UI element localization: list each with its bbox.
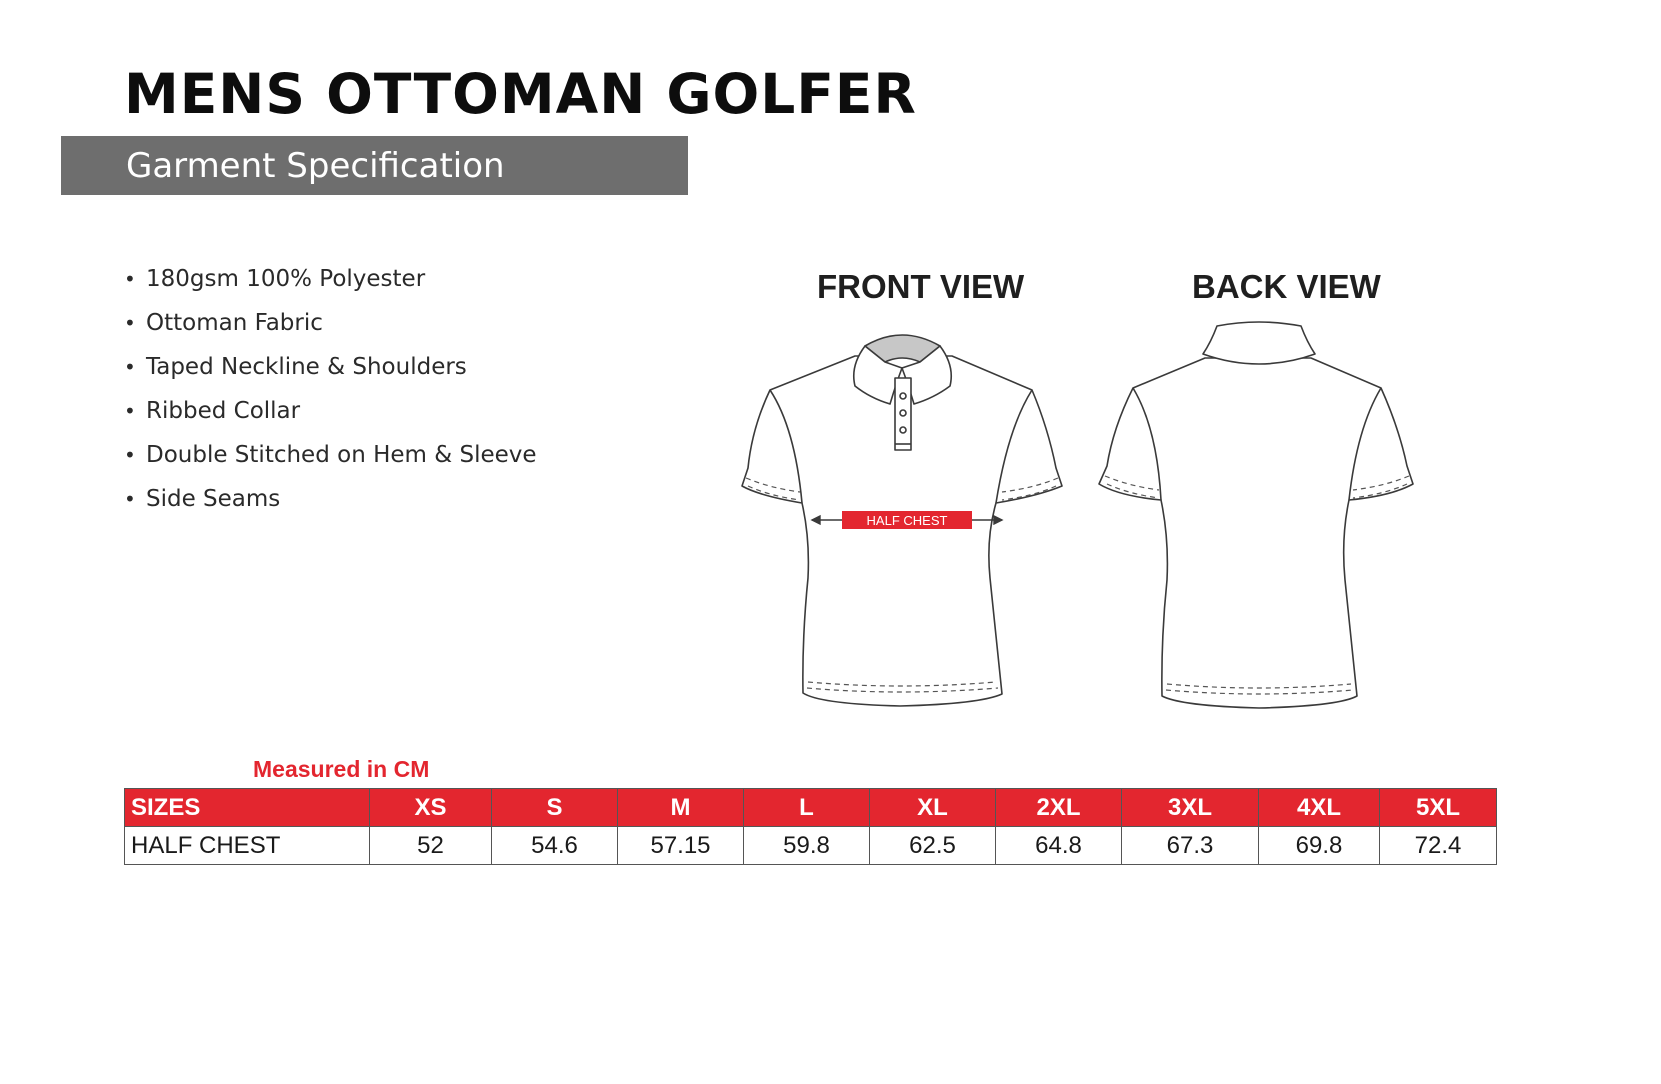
front-view-label: FRONT VIEW: [817, 268, 1025, 305]
feature-item: Double Stitched on Hem & Sleeve: [124, 439, 537, 483]
size-header-cell: M: [617, 788, 744, 827]
arrow-right-icon: [993, 514, 1004, 526]
feature-list: 180gsm 100% Polyester Ottoman Fabric Tap…: [124, 263, 537, 527]
shirt-body-outline: [1098, 357, 1414, 709]
measurement-cell: 62.5: [869, 826, 996, 865]
feature-item: 180gsm 100% Polyester: [124, 263, 537, 307]
measurement-cell: 72.4: [1379, 826, 1497, 865]
size-header-cell: XS: [369, 788, 492, 827]
half-chest-tag: [842, 511, 972, 529]
subtitle-bar: Garment Specification: [61, 136, 688, 195]
size-header-cell: XL: [869, 788, 996, 827]
page-title: MENS OTTOMAN GOLFER: [124, 62, 917, 126]
feature-item: Ottoman Fabric: [124, 307, 537, 351]
sizes-header-label: SIZES: [124, 788, 370, 827]
size-header-cell: 4XL: [1258, 788, 1380, 827]
arrow-left-icon: [810, 514, 821, 526]
back-view-label: BACK VIEW: [1192, 268, 1381, 305]
shirt-body-outline: [741, 355, 1063, 707]
size-header-row: SIZES XS S M L XL 2XL 3XL 4XL 5XL: [124, 788, 1497, 827]
size-header-cell: L: [743, 788, 870, 827]
measurement-cell: 57.15: [617, 826, 744, 865]
size-header-cell: 3XL: [1121, 788, 1259, 827]
half-chest-tag-label: HALF CHEST: [867, 513, 948, 528]
measurement-cell: 52: [369, 826, 492, 865]
button-icon: [899, 426, 907, 434]
feature-item: Ribbed Collar: [124, 395, 537, 439]
feature-item: Side Seams: [124, 483, 537, 527]
table-row: HALF CHEST 52 54.6 57.15 59.8 62.5 64.8 …: [124, 826, 1497, 865]
measurement-cell: 67.3: [1121, 826, 1259, 865]
size-header-cell: 5XL: [1379, 788, 1497, 827]
front-view-shirt: HALF CHEST: [741, 334, 1063, 707]
back-view-shirt: [1098, 321, 1414, 709]
row-label: HALF CHEST: [124, 826, 370, 865]
size-chart-table: SIZES XS S M L XL 2XL 3XL 4XL 5XL HALF C…: [124, 788, 1497, 865]
measurement-cell: 69.8: [1258, 826, 1380, 865]
measurement-unit-note: Measured in CM: [253, 756, 430, 782]
size-header-cell: S: [491, 788, 618, 827]
measurement-cell: 59.8: [743, 826, 870, 865]
measurement-cell: 54.6: [491, 826, 618, 865]
size-header-cell: 2XL: [995, 788, 1122, 827]
collar-back: [1202, 321, 1316, 365]
button-icon: [899, 392, 907, 400]
measurement-cell: 64.8: [995, 826, 1122, 865]
button-icon: [899, 409, 907, 417]
feature-item: Taped Neckline & Shoulders: [124, 351, 537, 395]
page-subtitle: Garment Specification: [126, 146, 505, 186]
